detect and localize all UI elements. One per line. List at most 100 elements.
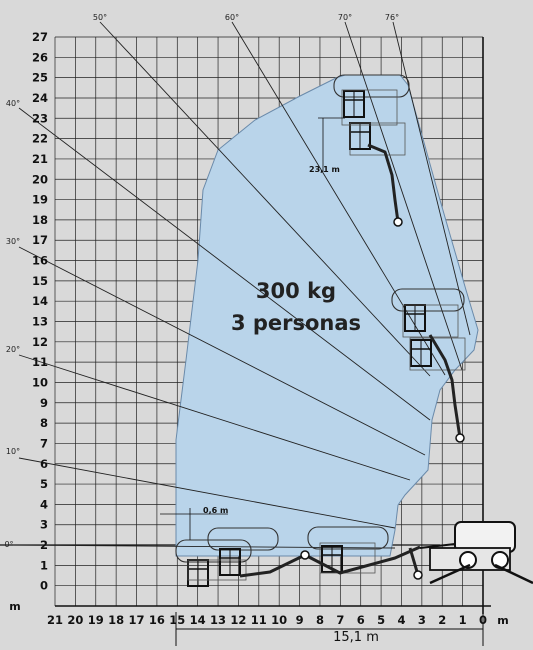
y-tick-label: 23 [32,111,48,125]
outrigger [429,563,471,585]
height-annotation: 23,1 m [309,165,340,174]
y-tick-label: 21 [32,152,48,166]
platform-outline [391,288,465,312]
y-tick-label: 2 [40,538,48,552]
boom-joint [393,217,403,227]
vehicle-wheel [459,551,477,569]
x-tick-label: 16 [149,613,165,627]
vehicle-wheel [491,551,509,569]
axis-labels: 0123456789101112131415161718192021222324… [32,30,487,646]
x-tick-label: 17 [129,613,145,627]
angle-label: 30° [6,237,20,246]
capacity-weight: 300 kg [256,279,336,303]
angle-label: 76° [385,13,399,22]
platform-rail [409,337,466,371]
angle-label: 10° [6,447,20,456]
x-tick-label: 12 [230,613,246,627]
x-tick-label: 14 [190,613,206,627]
y-tick-label: 6 [40,457,48,471]
angle-line [18,107,431,421]
angle-line [99,21,431,377]
angle-label: 50° [93,13,107,22]
boom-arm [367,143,400,223]
x-tick-label: 15 [169,613,185,627]
x-tick-label: 20 [67,613,83,627]
capacity-persons: 3 personas [231,311,361,335]
y-tick-label: 11 [32,355,48,369]
y-tick-label: 4 [40,497,48,511]
platform-rail [187,559,247,581]
y-tick-label: 17 [32,233,48,247]
y-tick-label: 1 [40,558,48,572]
x-tick-label: 11 [251,613,267,627]
x-unit-label: m [497,614,508,627]
y-tick-label: 24 [32,91,48,105]
x-tick-label: 9 [296,613,304,627]
x-tick-label: 1 [459,613,467,627]
angle-lines: 0° 10° 20° 30° 40° 50° 60° 70° 76° [4,13,471,549]
y-tick-label: 5 [40,477,48,491]
x-tick-label: 2 [438,613,446,627]
y-tick-label: 26 [32,50,48,64]
x-tick-label: 19 [88,613,104,627]
y-tick-label: 9 [40,396,48,410]
platform-outline [307,526,389,550]
angle-label: 70° [338,13,352,22]
angle-line [18,246,426,456]
turret-arm [419,543,456,549]
working-envelope [175,74,479,557]
boom-arm [239,545,421,578]
x-tick-label: 4 [397,613,405,627]
y-tick-label: 22 [32,132,48,146]
y-tick-label: 10 [32,375,48,389]
x-tick-label: 8 [316,613,324,627]
y-tick-label: 25 [32,71,48,85]
angle-line [392,21,471,336]
y-tick-label: 16 [32,254,48,268]
platform-rail [341,89,398,126]
y-tick-label: 0 [40,579,48,593]
y-tick-label: 19 [32,193,48,207]
x-tick-label: 3 [418,613,426,627]
x-tick-label: 7 [336,613,344,627]
angle-line [18,457,396,529]
y-unit-label: m [9,600,20,613]
reach-annotation: 15,1 m [333,630,379,645]
y-tick-label: 14 [32,294,48,308]
boom-joint [300,550,310,560]
angle-label: 40° [6,99,20,108]
platform-rail [349,122,406,156]
angle-label: 0° [4,540,13,549]
y-tick-label: 12 [32,335,48,349]
y-tick-label: 20 [32,172,48,186]
angle-label: 60° [225,13,239,22]
platform-rail [319,542,376,574]
platform-outline [333,74,410,98]
boom-joint [413,570,423,580]
x-tick-label: 6 [357,613,365,627]
y-tick-label: 8 [40,416,48,430]
angle-line [231,21,446,376]
outrigger [494,563,533,585]
x-tick-label: 18 [108,613,124,627]
x-tick-label: 10 [271,613,287,627]
y-tick-label: 3 [40,518,48,532]
x-tick-label: 21 [47,613,63,627]
x-tick-label: 13 [210,613,226,627]
y-tick-label: 7 [40,436,48,450]
y-tick-label: 18 [32,213,48,227]
angle-line [12,544,396,549]
angle-line [344,21,463,371]
x-tick-label: 5 [377,613,385,627]
offset-annotation: 0,6 m [203,506,228,515]
y-tick-label: 15 [32,274,48,288]
machine-drawing [175,74,533,587]
y-tick-label: 27 [32,30,48,44]
angle-label: 20° [6,345,20,354]
platform-outline [175,539,252,563]
y-tick-label: 13 [32,315,48,329]
angle-line [18,354,411,481]
boom-joint [455,433,465,443]
